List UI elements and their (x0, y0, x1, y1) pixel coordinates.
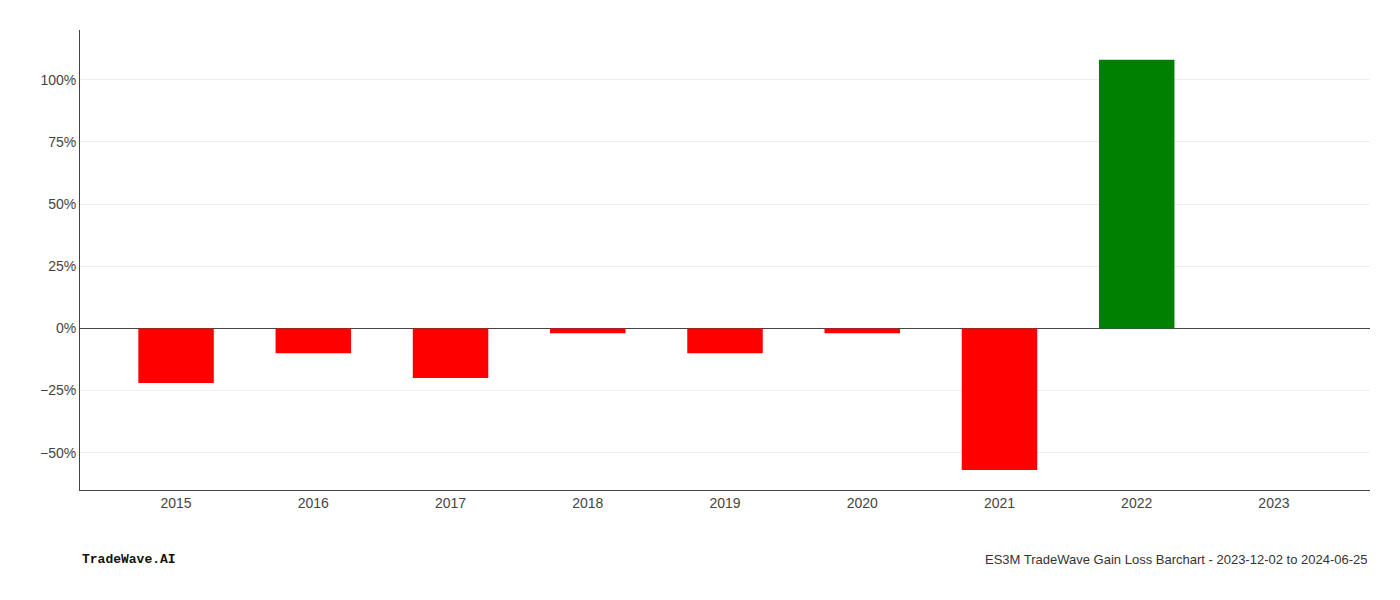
svg-text:2020: 2020 (847, 495, 878, 511)
svg-text:2017: 2017 (435, 495, 466, 511)
svg-text:2021: 2021 (984, 495, 1015, 511)
svg-text:2016: 2016 (298, 495, 329, 511)
svg-text:ES3M TradeWave Gain Loss Barch: ES3M TradeWave Gain Loss Barchart - 2023… (985, 552, 1368, 567)
svg-text:2022: 2022 (1121, 495, 1152, 511)
svg-text:2015: 2015 (160, 495, 191, 511)
svg-text:75%: 75% (48, 134, 76, 150)
svg-text:0%: 0% (56, 320, 76, 336)
svg-text:2019: 2019 (709, 495, 740, 511)
svg-text:2018: 2018 (572, 495, 603, 511)
svg-text:50%: 50% (48, 196, 76, 212)
svg-text:25%: 25% (48, 258, 76, 274)
svg-text:TradeWave.AI: TradeWave.AI (82, 552, 176, 567)
svg-text:100%: 100% (40, 72, 76, 88)
svg-text:−25%: −25% (40, 382, 76, 398)
svg-text:2023: 2023 (1258, 495, 1289, 511)
svg-text:−50%: −50% (40, 445, 76, 461)
